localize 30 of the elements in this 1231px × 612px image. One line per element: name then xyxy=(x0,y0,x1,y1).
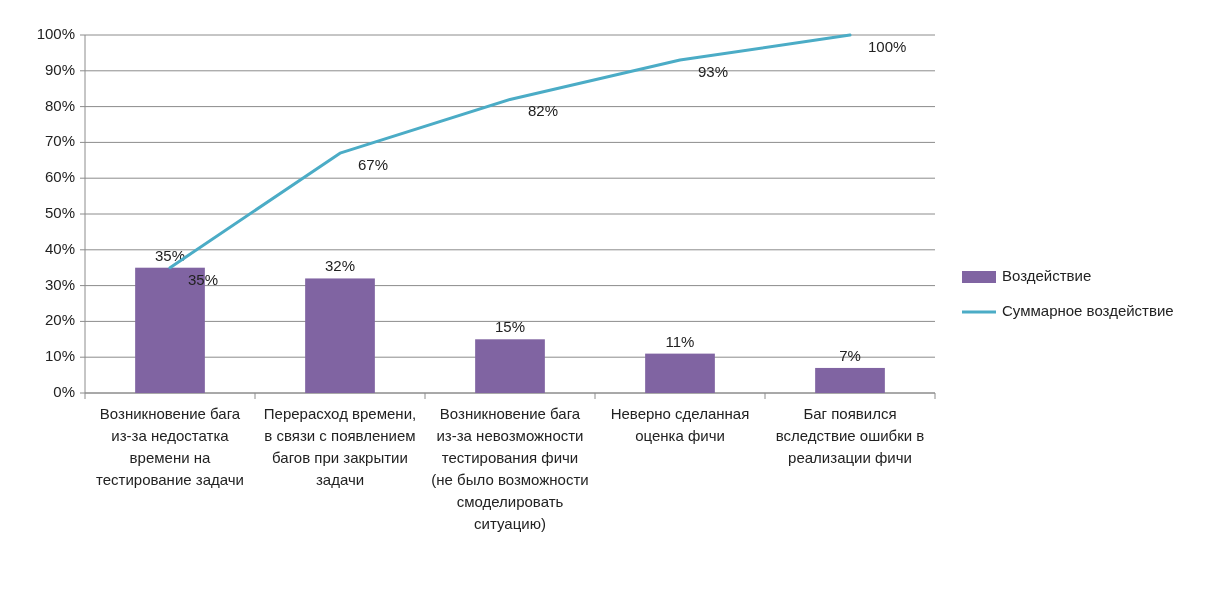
x-tick-label: Перерасход времени, в связи с появлением багов при закрытии задачи xyxy=(263,405,417,488)
data-label: 32% xyxy=(324,257,356,275)
x-tick-label: Возникновение бага из-за невозможности тестирования фичи (не было возможности смоделировать ситуацию) xyxy=(431,405,589,532)
bar xyxy=(305,278,375,393)
y-tick-label: 50% xyxy=(44,203,75,221)
y-tick-label: 40% xyxy=(44,239,75,257)
x-tick-label: Баг появился вследствие ошибки в реализации фичи xyxy=(775,405,925,466)
y-tick-label: 10% xyxy=(44,347,75,365)
data-label: 11% xyxy=(665,332,695,350)
data-label: 7% xyxy=(839,346,861,364)
bar xyxy=(645,353,715,393)
y-tick-label: 30% xyxy=(44,275,75,293)
data-label: 82% xyxy=(528,102,559,120)
y-tick-label: 80% xyxy=(44,96,75,114)
x-tick-label: Неверно сделанная оценка фичи xyxy=(610,405,750,444)
data-label: 15% xyxy=(494,318,526,336)
y-tick-label: 20% xyxy=(44,311,75,329)
y-tick-label: 0% xyxy=(53,382,75,400)
y-tick-label: 90% xyxy=(44,60,75,78)
bar xyxy=(815,367,885,393)
x-tick-label: Возникновение бага из-за недостатка времени на тестирование задачи xyxy=(96,405,244,488)
y-tick-label: 60% xyxy=(44,168,75,186)
legend-label: Суммарное воздействие xyxy=(1002,301,1174,319)
data-label: 67% xyxy=(358,156,389,174)
y-tick-label: 70% xyxy=(44,132,75,150)
y-tick-label: 100% xyxy=(36,24,75,42)
data-label: 100% xyxy=(868,37,907,55)
data-label: 93% xyxy=(698,63,729,81)
bar xyxy=(475,339,545,393)
legend-label: Воздействие xyxy=(1002,266,1092,284)
